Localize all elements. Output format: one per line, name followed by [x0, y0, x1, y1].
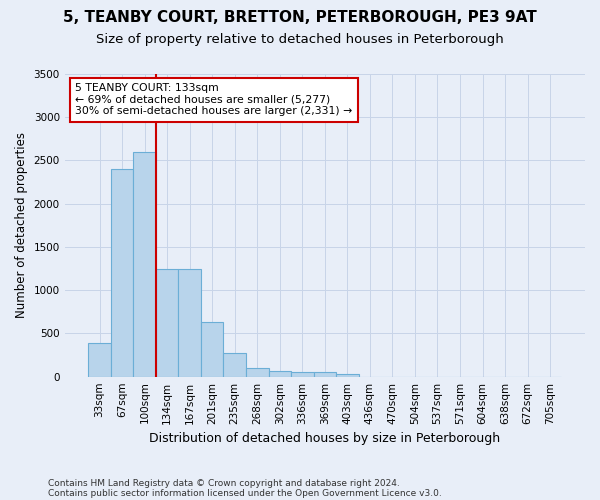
Y-axis label: Number of detached properties: Number of detached properties	[15, 132, 28, 318]
Bar	[291, 372, 314, 376]
Bar	[156, 268, 178, 376]
Bar	[88, 343, 111, 376]
Bar	[178, 268, 201, 376]
Text: Contains public sector information licensed under the Open Government Licence v3: Contains public sector information licen…	[48, 488, 442, 498]
Bar	[246, 368, 269, 376]
Text: Contains HM Land Registry data © Crown copyright and database right 2024.: Contains HM Land Registry data © Crown c…	[48, 478, 400, 488]
Bar	[111, 169, 133, 376]
X-axis label: Distribution of detached houses by size in Peterborough: Distribution of detached houses by size …	[149, 432, 500, 445]
Bar	[314, 372, 336, 376]
Text: 5, TEANBY COURT, BRETTON, PETERBOROUGH, PE3 9AT: 5, TEANBY COURT, BRETTON, PETERBOROUGH, …	[63, 10, 537, 25]
Bar	[133, 152, 156, 376]
Bar	[201, 322, 223, 376]
Bar	[336, 374, 359, 376]
Bar	[269, 371, 291, 376]
Text: Size of property relative to detached houses in Peterborough: Size of property relative to detached ho…	[96, 32, 504, 46]
Text: 5 TEANBY COURT: 133sqm
← 69% of detached houses are smaller (5,277)
30% of semi-: 5 TEANBY COURT: 133sqm ← 69% of detached…	[75, 83, 352, 116]
Bar	[223, 354, 246, 376]
